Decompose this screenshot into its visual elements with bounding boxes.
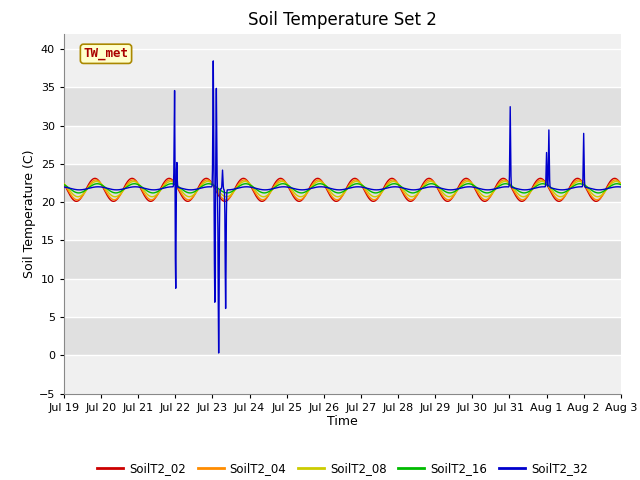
- Bar: [64, 49, 621, 87]
- Bar: [64, 202, 621, 240]
- Bar: [64, 240, 621, 279]
- Bar: [64, 279, 621, 317]
- Y-axis label: Soil Temperature (C): Soil Temperature (C): [23, 149, 36, 278]
- X-axis label: Time: Time: [327, 415, 358, 429]
- Bar: [64, 164, 621, 202]
- Legend: SoilT2_02, SoilT2_04, SoilT2_08, SoilT2_16, SoilT2_32: SoilT2_02, SoilT2_04, SoilT2_08, SoilT2_…: [93, 457, 592, 480]
- Bar: [64, 87, 621, 125]
- Title: Soil Temperature Set 2: Soil Temperature Set 2: [248, 11, 437, 29]
- Bar: [64, 355, 621, 394]
- Text: TW_met: TW_met: [83, 48, 129, 60]
- Bar: [64, 317, 621, 355]
- Bar: [64, 125, 621, 164]
